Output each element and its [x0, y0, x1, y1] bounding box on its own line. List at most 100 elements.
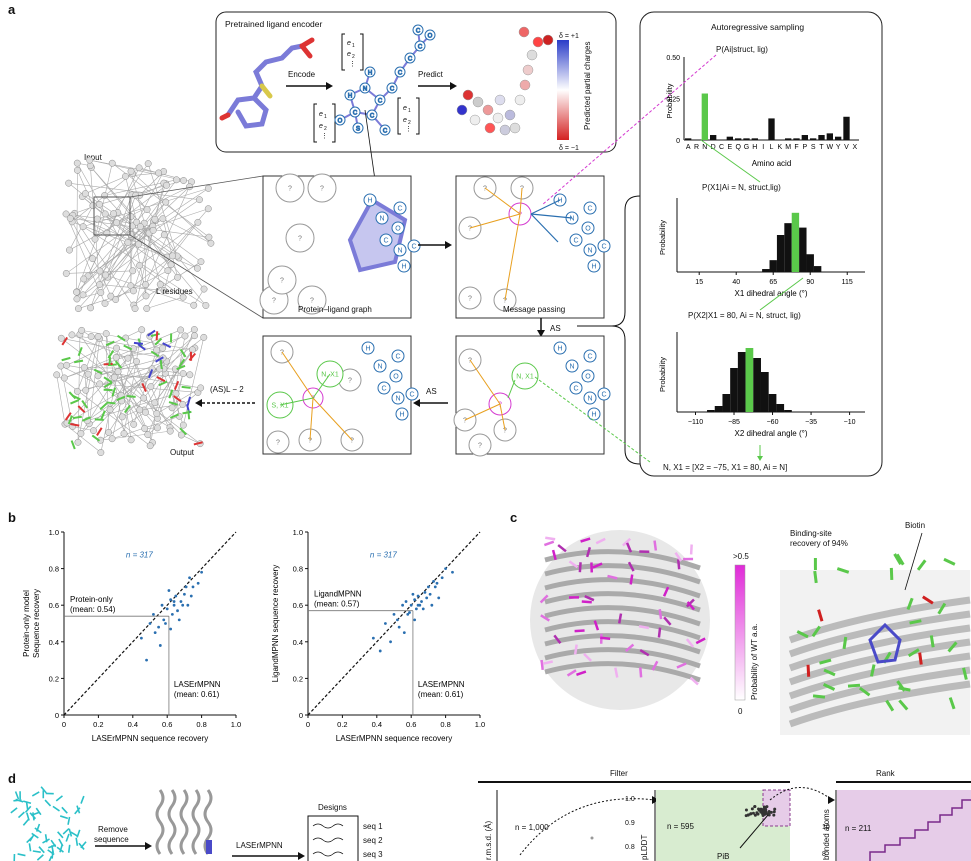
- sidechain-stick: [111, 387, 116, 397]
- seq-2: seq 2: [363, 836, 383, 845]
- sidechain: [948, 697, 956, 710]
- sidechain: [893, 553, 902, 566]
- sidechain-stick: [116, 395, 126, 402]
- scatter-point: [172, 600, 176, 603]
- residue-ball: [179, 370, 187, 378]
- sidechain: [568, 560, 579, 569]
- graph-node: C: [407, 239, 421, 253]
- residue-ball: [62, 210, 70, 218]
- residue-ball: [149, 226, 157, 234]
- atom-stick: [14, 791, 20, 800]
- residue-ball: [108, 159, 116, 167]
- scatter-xtick: 0.2: [337, 720, 347, 729]
- bar-category-label: E: [727, 144, 732, 151]
- residue-ball: [177, 431, 185, 439]
- svg-text:S, X1: S, X1: [271, 403, 288, 410]
- x2-dihedral-chart: Probability X2 dihedral angle (°) −110 −85 −…: [658, 332, 865, 438]
- mean-y-label: LigandMPNN (mean: 0.57): [314, 590, 362, 609]
- filter-point: [753, 813, 757, 817]
- svg-text:H: H: [348, 94, 352, 100]
- atom-ball: [469, 114, 481, 126]
- residue-ball: [200, 333, 208, 341]
- residue-ball: [106, 406, 114, 414]
- sidechain: [916, 559, 927, 571]
- as-power-label: (AS)L − 2: [210, 385, 244, 394]
- n1000-label: n = 1,000: [515, 823, 549, 832]
- bar: [776, 404, 785, 412]
- residue-ball: [146, 442, 154, 450]
- svg-text:C: C: [398, 71, 403, 77]
- helix: [167, 789, 177, 855]
- filter-point: [755, 811, 759, 815]
- bar-category-label: A: [686, 144, 691, 151]
- graph-node: N: [391, 391, 405, 405]
- residue-ball: [89, 255, 97, 263]
- bar-category-label: C: [719, 144, 724, 151]
- residue-ball: [65, 179, 73, 187]
- residue-ball: [204, 205, 212, 213]
- atom-stick: [32, 850, 41, 854]
- bar: [753, 358, 761, 412]
- atom-ball: [494, 94, 506, 106]
- sidechain: [695, 637, 706, 645]
- mol-node: C: [404, 52, 416, 64]
- sidechain: [627, 561, 635, 572]
- residue-ball: [153, 410, 161, 418]
- graph-node: N, X1: [511, 362, 539, 390]
- graph-node: C: [377, 381, 391, 395]
- sidechain: [817, 609, 824, 622]
- graph-node: O: [581, 369, 595, 383]
- scatter-point: [408, 611, 411, 614]
- scatter-ytick: 0.8: [293, 565, 303, 574]
- n-label: n = 317: [126, 551, 153, 560]
- graph-node: ?: [275, 173, 305, 203]
- svg-text:C: C: [408, 57, 413, 63]
- scatter-point: [392, 612, 396, 616]
- residue-ball: [177, 326, 185, 334]
- bar-xtick: −10: [844, 419, 856, 426]
- graph-node: O: [391, 221, 405, 235]
- scatter-xtick: 0.8: [196, 720, 206, 729]
- filter-point: [763, 807, 767, 811]
- design-pipeline: Remove sequence LASErMPNN Designs seq 1 s…: [10, 786, 383, 861]
- biotin-ligand: [868, 622, 902, 664]
- graph-node: C: [391, 349, 405, 363]
- atom-stick: [68, 828, 73, 837]
- encode-label: Encode: [288, 70, 316, 79]
- atom-ball: [492, 112, 504, 124]
- svg-text:H: H: [591, 412, 596, 419]
- residue-ball: [110, 373, 118, 381]
- sidechain-stick: [137, 343, 146, 351]
- sidechain-stick: [150, 332, 160, 338]
- residue-ball: [127, 436, 135, 444]
- atom-ball: [532, 36, 544, 48]
- residue-ball: [159, 215, 167, 223]
- residue-ball: [142, 281, 150, 289]
- residue-ball: [73, 288, 81, 296]
- scatter-xtick: 0.4: [372, 720, 382, 729]
- scatter-point: [414, 607, 418, 611]
- sidechain-stick: [72, 415, 82, 420]
- graph-node: C: [569, 233, 583, 247]
- residue-ball: [101, 210, 109, 218]
- atom-stick: [65, 833, 70, 842]
- residue-ball: [188, 346, 196, 354]
- scatter-xtick: 0.4: [128, 720, 138, 729]
- sidechain: [896, 680, 906, 692]
- residue-ball: [97, 449, 105, 456]
- scatter-point: [423, 590, 427, 594]
- residue-ball: [174, 273, 182, 281]
- atom-stick: [26, 836, 33, 844]
- svg-text:?: ?: [503, 298, 507, 305]
- scatter-point: [444, 567, 447, 570]
- filter-point: [767, 812, 771, 816]
- mol-node: C: [386, 82, 398, 94]
- sidechain-stick: [96, 427, 103, 436]
- mol-node: C: [414, 40, 426, 52]
- sidechain: [545, 536, 556, 541]
- atom-stick: [15, 798, 24, 803]
- graph-node: H: [363, 193, 377, 207]
- bar-ylabel: Probability: [658, 220, 667, 255]
